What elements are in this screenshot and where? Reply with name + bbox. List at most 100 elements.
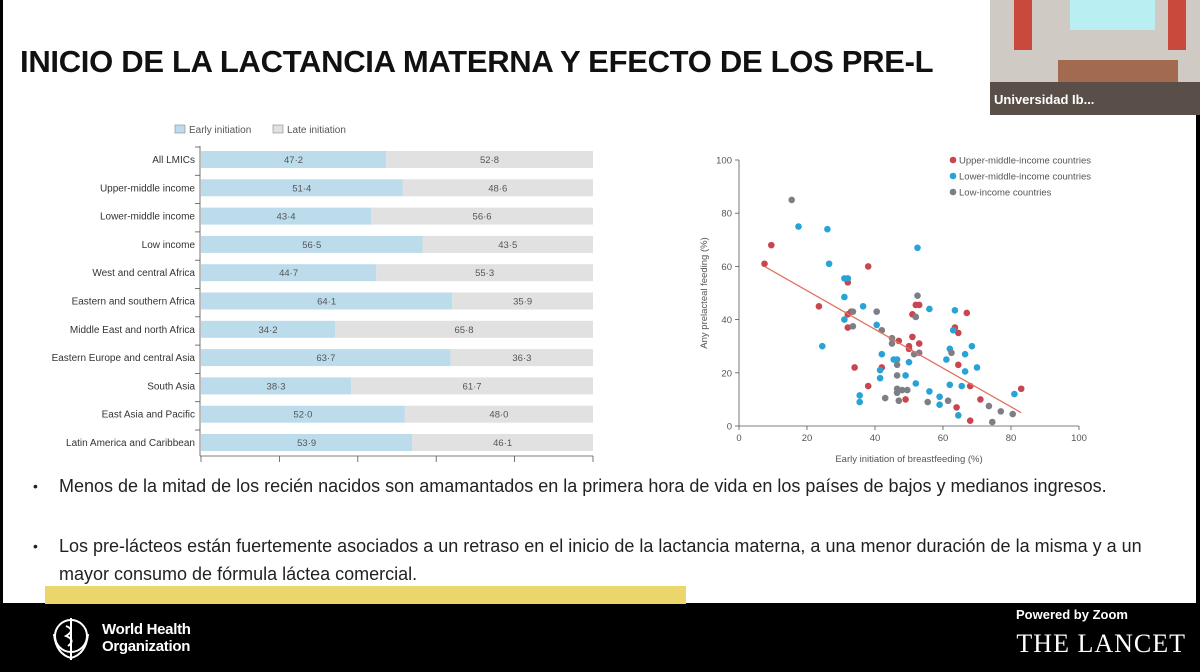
scatter-point <box>815 303 823 310</box>
scatter-point <box>955 329 962 337</box>
scatter-point <box>958 382 965 390</box>
scatter-point <box>876 374 884 382</box>
bar-early <box>201 292 453 310</box>
scatter-point <box>914 244 921 252</box>
banner <box>1168 0 1186 50</box>
scatter-point <box>841 316 848 323</box>
scatter-point <box>851 364 858 371</box>
bullet-text: Los pre-lácteos están fuertemente asocia… <box>59 536 1142 584</box>
x-tick-label: 60 <box>938 433 949 444</box>
bar-early <box>201 179 403 197</box>
scatter-point <box>997 408 1005 415</box>
bar-late <box>371 207 593 225</box>
bar-value-label: 63·7 <box>316 353 335 364</box>
slide-title: INICIO DE LA LACTANCIA MATERNA Y EFECTO … <box>20 44 934 79</box>
yellow-highlight-bar <box>45 586 686 604</box>
bar-late <box>452 292 593 310</box>
scatter-point <box>904 386 911 394</box>
bar-value-label: 48·0 <box>489 410 508 421</box>
stacked-bar-chart: Early initiation Late initiation All LMICs… <box>52 124 594 462</box>
bar-value-label: 61·7 <box>463 381 482 392</box>
bar-value-label: 34·2 <box>259 325 278 336</box>
legend-label: Upper-middle-income countries <box>959 156 1091 167</box>
legend-label: Low-income countries <box>959 188 1052 199</box>
scatter-point <box>924 398 931 406</box>
powered-by-zoom: Powered by Zoom <box>1016 607 1128 622</box>
bar-early <box>201 235 423 253</box>
bar-early <box>201 264 377 282</box>
scatter-point <box>949 326 957 334</box>
scatter-point <box>1011 390 1018 398</box>
bar-value-label: 65·8 <box>455 325 474 336</box>
scatter-point <box>873 308 880 315</box>
y-tick-label: 40 <box>721 315 732 326</box>
bar-early <box>201 405 405 423</box>
bar-early <box>201 151 387 168</box>
scatter-point <box>859 303 867 310</box>
bar-late <box>422 235 593 253</box>
legend-marker <box>949 172 957 180</box>
scatter-point <box>844 324 852 331</box>
scatter-point <box>893 361 901 369</box>
x-tick-label: 20 <box>802 433 813 444</box>
y-tick-label: 20 <box>721 368 732 379</box>
bar-early <box>201 207 372 225</box>
scatter-point <box>849 322 857 330</box>
participant-name: Universidad Ib... <box>994 92 1095 107</box>
who-line-1: World Health <box>102 621 191 638</box>
audience <box>990 82 1200 115</box>
bar-value-label: 55·3 <box>475 268 494 279</box>
scatter-point <box>893 372 901 379</box>
legend-marker <box>949 156 957 164</box>
legend-label: Early initiation <box>189 125 251 136</box>
bar-late <box>402 179 593 197</box>
scatter-point <box>895 397 903 405</box>
scatter-point <box>955 361 962 369</box>
bar-value-label: 38·3 <box>267 381 286 392</box>
scatter-point <box>946 381 954 389</box>
scatter-point <box>926 305 933 313</box>
participant-video-tile[interactable]: Universidad Ib... <box>990 0 1200 115</box>
scatter-point <box>1017 385 1025 393</box>
bar-early <box>201 320 336 338</box>
who-line-2: Organization <box>102 638 191 655</box>
bar-value-label: 47·2 <box>284 155 303 166</box>
legend-label: Lower-middle-income countries <box>959 172 1091 183</box>
bar-value-label: 46·1 <box>493 438 512 449</box>
bullet-icon: • <box>33 478 38 494</box>
bar-value-label: 51·4 <box>292 183 311 194</box>
scatter-point <box>912 380 920 387</box>
scatter-point <box>824 225 831 233</box>
x-axis-label: Early initiation of breastfeeding (%) <box>835 454 982 465</box>
bar-value-label: 52·0 <box>293 410 312 421</box>
category-label: Latin America and Caribbean <box>66 438 195 449</box>
bullet-text: Menos de la mitad de los recién nacidos … <box>59 476 1107 496</box>
who-logo: World Health Organization <box>46 614 191 662</box>
scatter-plot: 0 20 40 60 80 100 0 20 40 60 80 100 Early initiation… <box>699 156 1091 466</box>
scatter-point <box>856 398 863 406</box>
scatter-point <box>915 340 923 347</box>
who-emblem-icon <box>53 618 89 660</box>
bar-value-label: 64·1 <box>317 297 336 308</box>
scatter-point <box>953 404 960 411</box>
bar-value-label: 56·5 <box>302 240 321 251</box>
y-tick-label: 60 <box>721 262 732 273</box>
x-tick-label: 80 <box>1006 433 1017 444</box>
scatter-point <box>864 382 872 390</box>
scatter-point <box>926 388 933 395</box>
legend-label: Late initiation <box>287 125 346 136</box>
scatter-point <box>963 309 971 317</box>
bar-late <box>386 151 593 168</box>
category-label: Eastern Europe and central Asia <box>52 353 196 364</box>
category-label: Middle East and north Africa <box>70 325 196 336</box>
x-tick-label: 40 <box>870 433 881 444</box>
y-tick-label: 0 <box>727 422 732 433</box>
bar-value-label: 56·6 <box>473 212 492 223</box>
scatter-point <box>825 260 833 268</box>
scatter-point <box>989 418 996 426</box>
scatter-point <box>936 393 943 401</box>
scatter-point <box>795 223 802 230</box>
x-tick-label: 100 <box>1071 433 1087 444</box>
scatter-point <box>864 263 872 270</box>
legend-swatch <box>174 124 186 134</box>
